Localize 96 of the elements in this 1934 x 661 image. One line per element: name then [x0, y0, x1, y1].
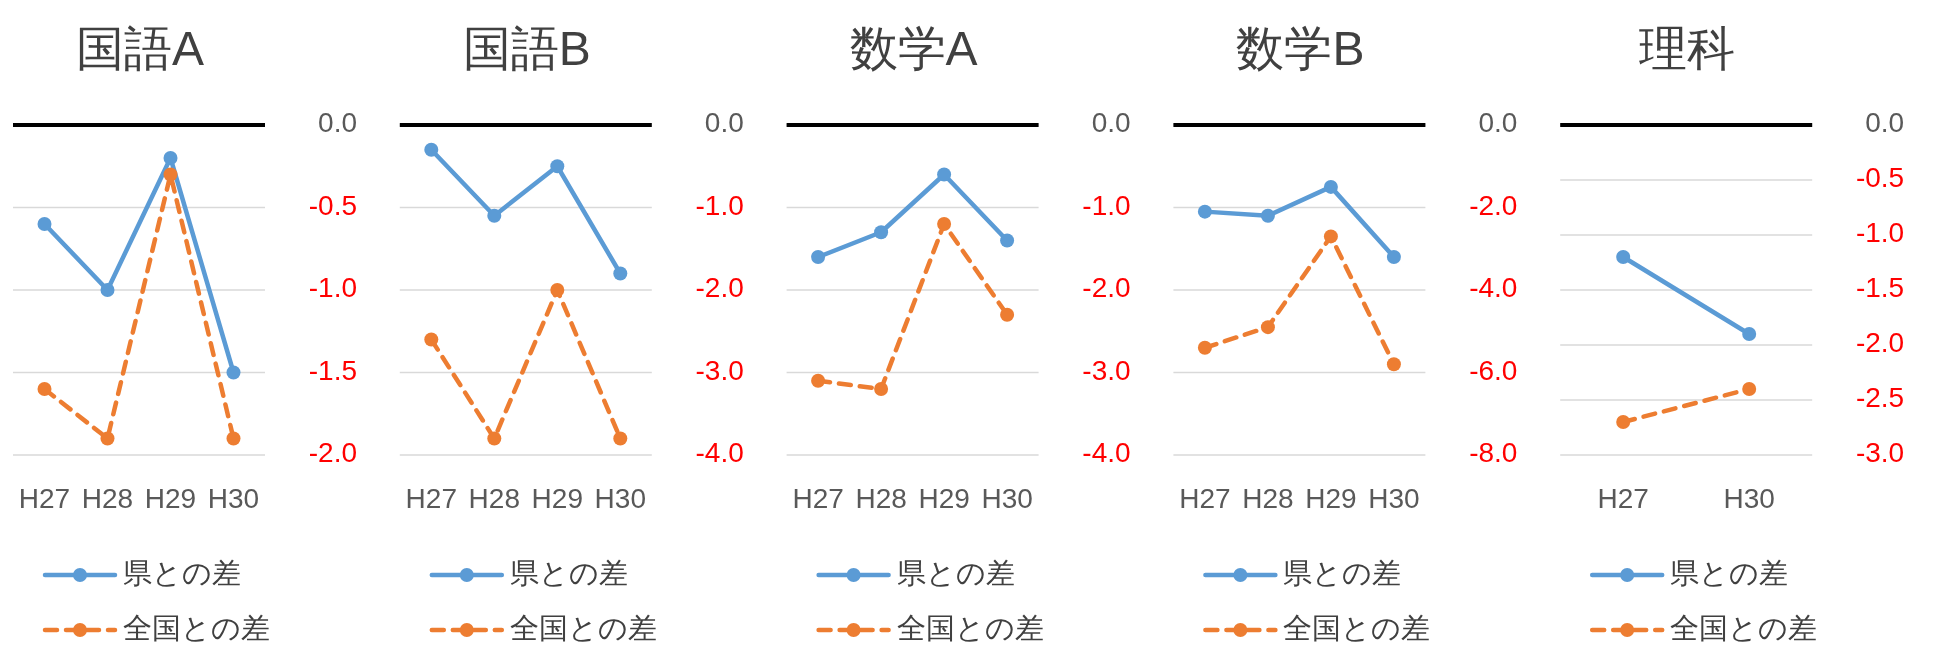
point: [1197, 204, 1212, 219]
x-tick-label: H28: [81, 483, 134, 514]
legend-label: 全国との差: [896, 611, 1044, 644]
y-tick-label: -4.0: [1469, 272, 1518, 304]
y-tick-label: -1.5: [1855, 272, 1905, 304]
y-tick-label: -4.0: [1082, 437, 1131, 469]
point: [1742, 327, 1757, 341]
x-tick-label: H29: [918, 483, 970, 514]
chart-title: 国語B: [462, 22, 591, 75]
point: [874, 225, 889, 240]
point: [487, 208, 502, 223]
y-tick-label: -2.0: [695, 272, 744, 304]
x-tick-label: H28: [1242, 483, 1294, 514]
y-tick-label: -8.0: [1469, 437, 1518, 469]
point: [1742, 382, 1757, 396]
point: [163, 167, 178, 182]
x-tick-label: H30: [1723, 483, 1775, 514]
point: [1260, 320, 1275, 335]
point: [1386, 250, 1401, 264]
point: [1616, 415, 1631, 429]
chart-title: 理科: [1639, 22, 1736, 75]
chart-title: 数学B: [1236, 22, 1365, 75]
y-tick-label: 0.0: [1865, 107, 1905, 139]
y-tick-label: -2.0: [1855, 327, 1905, 359]
y-tick-label: -3.0: [1082, 354, 1131, 386]
y-tick-label: -2.5: [1855, 382, 1905, 414]
y-tick-label: -2.0: [308, 437, 357, 469]
chart-title: 数学A: [849, 22, 978, 75]
y-tick-label: 0.0: [704, 107, 744, 139]
y-tick-label: -2.0: [1469, 189, 1518, 221]
chart-title: 国語A: [75, 22, 205, 75]
legend-label: 県との差: [123, 556, 241, 589]
point: [1323, 229, 1338, 244]
point: [37, 217, 52, 231]
x-tick-label: H29: [531, 483, 583, 514]
x-tick-label: H30: [207, 483, 260, 514]
point: [424, 142, 439, 157]
x-tick-label: H28: [468, 483, 520, 514]
x-tick-label: H29: [1305, 483, 1357, 514]
legend-label: 県との差: [1670, 556, 1789, 589]
point: [937, 217, 952, 231]
point: [613, 431, 628, 446]
legend-label: 全国との差: [509, 611, 657, 644]
point: [550, 283, 565, 297]
y-tick-label: -4.0: [695, 437, 744, 469]
x-tick-label: H27: [405, 483, 457, 514]
point: [1616, 250, 1631, 264]
x-tick-label: H30: [981, 483, 1033, 514]
point: [874, 382, 889, 396]
y-tick-label: -1.0: [308, 272, 357, 304]
point: [1386, 357, 1401, 372]
x-tick-label: H30: [594, 483, 646, 514]
y-tick-label: -0.5: [1855, 162, 1905, 194]
x-tick-label: H27: [18, 483, 71, 514]
y-tick-label: -6.0: [1469, 354, 1518, 386]
point: [613, 266, 628, 281]
point: [424, 332, 439, 347]
point: [1000, 233, 1015, 248]
legend-label: 全国との差: [1283, 611, 1431, 644]
x-tick-label: H30: [1368, 483, 1420, 514]
point: [1000, 307, 1015, 322]
x-tick-label: H29: [144, 483, 197, 514]
point: [811, 373, 826, 388]
y-tick-label: -1.5: [308, 354, 357, 386]
x-tick-label: H27: [1179, 483, 1231, 514]
legend-label: 県との差: [896, 556, 1015, 589]
point: [100, 431, 115, 446]
y-tick-label: 0.0: [318, 107, 357, 139]
legend-label: 県との差: [1283, 556, 1402, 589]
point: [487, 431, 502, 446]
point: [1197, 340, 1212, 355]
x-tick-label: H27: [792, 483, 844, 514]
point: [1260, 208, 1275, 223]
x-tick-label: H27: [1597, 483, 1649, 514]
legend-label: 県との差: [509, 556, 628, 589]
y-tick-label: 0.0: [1091, 107, 1131, 139]
point: [811, 250, 826, 264]
legend-label: 全国との差: [123, 611, 270, 644]
point: [100, 283, 115, 297]
point: [1323, 179, 1338, 194]
y-tick-label: -0.5: [308, 189, 357, 221]
y-tick-label: -1.0: [1082, 189, 1131, 221]
y-tick-label: -1.0: [695, 189, 744, 221]
point: [37, 382, 52, 396]
point: [163, 151, 178, 165]
point: [937, 167, 952, 182]
y-tick-label: -3.0: [695, 354, 744, 386]
y-tick-label: -1.0: [1855, 217, 1905, 249]
point: [550, 159, 565, 174]
point: [226, 431, 241, 446]
y-tick-label: -2.0: [1082, 272, 1131, 304]
x-tick-label: H28: [855, 483, 907, 514]
point: [226, 365, 241, 380]
y-tick-label: 0.0: [1478, 107, 1518, 139]
legend-label: 全国との差: [1670, 611, 1818, 644]
y-tick-label: -3.0: [1855, 437, 1905, 469]
